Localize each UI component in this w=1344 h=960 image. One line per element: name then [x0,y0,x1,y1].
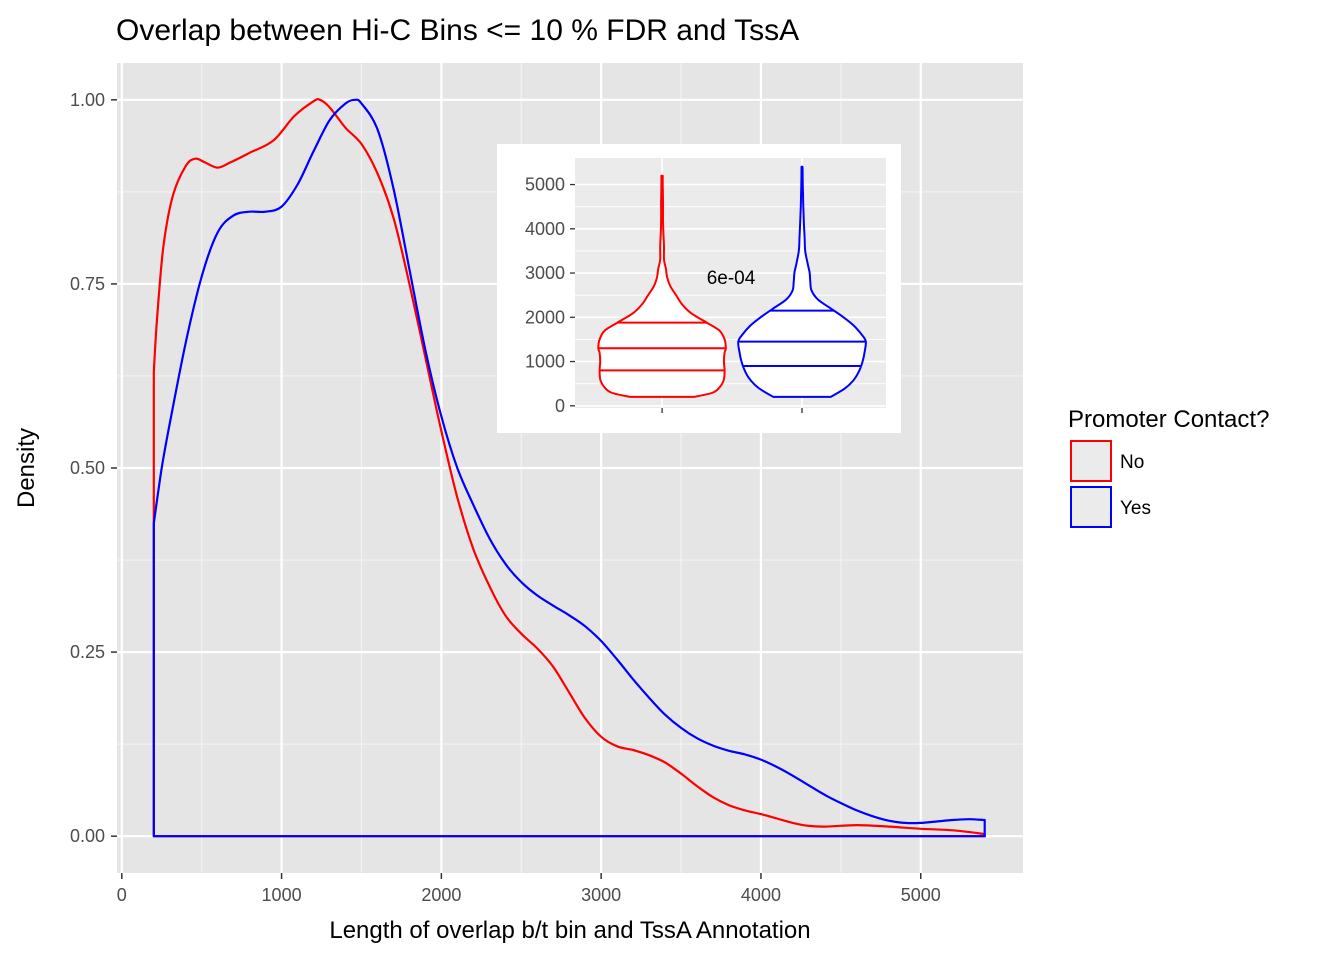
density-line-no [152,98,986,838]
chart-title: Overlap between Hi-C Bins <= 10 % FDR an… [116,14,799,47]
legend-title: Promoter Contact? [1068,406,1269,433]
x-tick-label: 3000 [581,885,621,905]
pvalue-annotation: 6e-04 [707,268,756,289]
x-tick-label: 1000 [262,885,302,905]
x-tick-label: 0 [117,885,127,905]
density-line-yes [152,98,986,838]
inset-x-axis [661,408,803,413]
legend-key-yes [1070,486,1112,528]
legend-key-no [1070,440,1112,482]
legend: Promoter Contact? No Yes [1068,406,1269,528]
violin-no [597,174,727,398]
inset-y-tick-label: 2000 [525,307,565,327]
y-tick-label: 0.75 [70,274,105,294]
density-series [152,98,986,838]
y-tick-label: 0.25 [70,642,105,662]
y-tick-label: 0.50 [70,458,105,478]
inset-y-tick-label: 5000 [525,175,565,195]
x-tick-label: 2000 [421,885,461,905]
y-tick-label: 0.00 [70,826,105,846]
y-axis: 0.00 0.25 0.50 0.75 1.00 [70,90,117,846]
x-tick-label: 5000 [901,885,941,905]
inset-y-tick-label: 4000 [525,219,565,239]
x-tick-label: 4000 [741,885,781,905]
y-axis-title: Density [13,428,40,508]
inset-y-tick-label: 0 [555,396,565,416]
inset-y-tick-label: 1000 [525,352,565,372]
x-axis-title: Length of overlap b/t bin and TssA Annot… [329,917,810,944]
legend-label-yes: Yes [1120,498,1151,519]
legend-label-no: No [1120,452,1144,473]
inset-y-tick-label: 3000 [525,263,565,283]
y-tick-label: 1.00 [70,90,105,110]
inset-violins [597,165,867,398]
inset-y-axis: 0 1000 2000 3000 4000 5000 [525,175,575,416]
x-axis: 0 1000 2000 3000 4000 5000 [117,873,941,905]
legend-entries: No Yes [1070,440,1151,528]
violin-yes [737,165,867,398]
violin-inset: 0 1000 2000 3000 4000 5000 6e-04 [497,144,901,433]
